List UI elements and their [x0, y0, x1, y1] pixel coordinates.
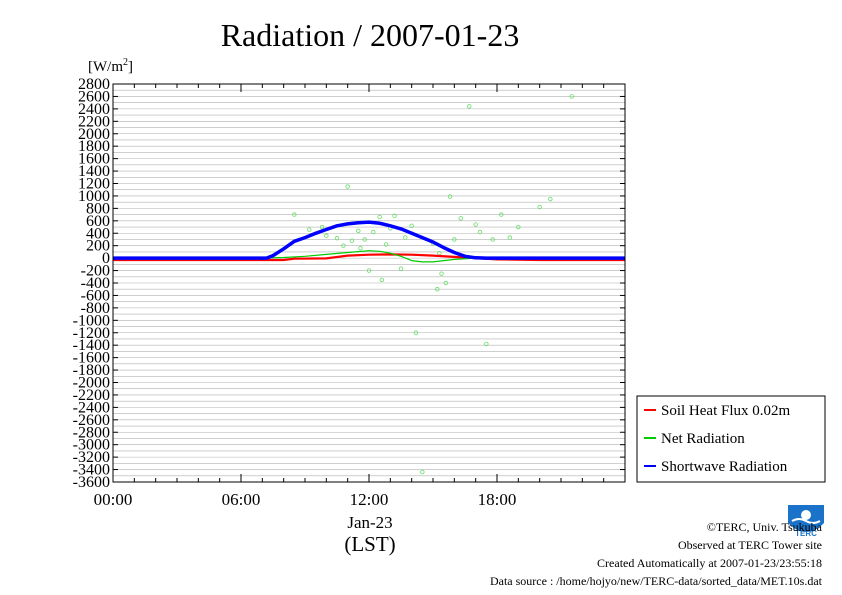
net-radiation-point [548, 196, 553, 202]
y-tick-label: -2400 [73, 399, 110, 416]
net-radiation-point [377, 214, 382, 220]
net-radiation-point [477, 229, 483, 235]
net-radiation-point [356, 228, 361, 233]
net-radiation-point [473, 222, 478, 227]
y-tick-label: -2600 [73, 412, 110, 429]
y-tick-label: 2000 [78, 126, 110, 143]
x-tick-label: 12:00 [350, 490, 389, 509]
y-tick-label: -3000 [73, 437, 110, 454]
y-tick-label: 1800 [78, 138, 110, 155]
net-radiation-point [490, 237, 495, 242]
series-layer [113, 94, 625, 475]
legend-entry-label: Shortwave Radiation [661, 459, 788, 475]
terc-logo: TERC [786, 503, 826, 539]
y-tick-label: 0 [102, 250, 110, 267]
y-tick-label: -800 [81, 300, 110, 317]
legend-entry-label: Soil Heat Flux 0.02m [661, 403, 791, 419]
legend-box [636, 395, 826, 483]
y-tick-label: -3200 [73, 449, 110, 466]
x-tick-label: 06:00 [222, 490, 261, 509]
y-tick-label: 1200 [78, 176, 110, 193]
observed-text: Observed at TERC Tower site [677, 538, 822, 552]
y-tick-label: -1600 [73, 350, 110, 367]
net-radiation-point [435, 287, 440, 292]
created-text: Created Automatically at 2007-01-23/23:5… [597, 556, 822, 570]
net-radiation-point [499, 212, 504, 217]
y-tick-label: 2800 [78, 76, 110, 93]
net-radiation-point [484, 341, 489, 347]
net-radiation-point [452, 237, 457, 242]
net-radiation-point [467, 104, 472, 109]
grid-lines [113, 83, 625, 483]
y-tick-label: -2800 [73, 424, 110, 441]
x-axis-date-label: Jan-23 [347, 513, 392, 532]
net-radiation-point [458, 216, 463, 221]
y-tick-label: -1200 [73, 325, 110, 342]
net-radiation-point [341, 243, 346, 248]
net-radiation-point [398, 266, 404, 271]
y-tick-label: 2400 [78, 101, 110, 118]
y-tick-label: -600 [81, 287, 110, 304]
net-radiation-point [383, 242, 389, 247]
net-radiation-point [362, 237, 367, 242]
net-radiation-point [447, 194, 453, 199]
y-tick-label: -1000 [73, 312, 110, 329]
net-radiation-point [379, 277, 384, 283]
y-tick-label: 600 [86, 213, 110, 230]
y-axis-ticks: 2800260024002200200018001600140012001000… [73, 76, 625, 491]
y-tick-label: -1800 [73, 362, 110, 379]
y-tick-label: 1400 [78, 163, 110, 180]
legend: Soil Heat Flux 0.02m Net Radiation Shortwa… [636, 395, 826, 483]
net-radiation-point [439, 271, 444, 276]
net-radiation-point [516, 224, 521, 230]
y-tick-label: 200 [86, 238, 110, 255]
y-tick-label: -2200 [73, 387, 110, 404]
y-tick-label: 800 [86, 200, 110, 217]
x-tick-label: 18:00 [478, 490, 517, 509]
y-tick-label: 2600 [78, 88, 110, 105]
y-tick-label: 1600 [78, 151, 110, 168]
x-axis-tz-label: (LST) [344, 532, 395, 556]
net-radiation-point [507, 235, 512, 240]
legend-entry-label: Net Radiation [661, 431, 745, 447]
net-radiation-point [403, 235, 408, 240]
net-radiation-point [358, 245, 363, 251]
chart-title: Radiation / 2007-01-23 [221, 17, 520, 53]
net-radiation-point [319, 224, 325, 230]
svg-text:TERC: TERC [795, 529, 817, 538]
net-radiation-point [537, 204, 542, 210]
net-radiation-point [392, 213, 397, 219]
y-tick-label: -1400 [73, 337, 110, 354]
y-tick-label: -2000 [73, 375, 110, 392]
y-tick-label: 1000 [78, 188, 110, 205]
y-axis-unit-label: [W/m2] [88, 57, 133, 75]
net-radiation-point [334, 236, 340, 241]
plot-frame [112, 83, 626, 483]
y-tick-label: -3400 [73, 462, 110, 479]
x-axis-ticks: 00:00 06:00 12:00 18:00 [94, 84, 626, 509]
net-radiation-point [307, 227, 312, 232]
shortwave-radiation-line [113, 220, 625, 260]
y-tick-label: -400 [81, 275, 110, 292]
net-radiation-point [443, 280, 448, 286]
net-radiation-point [345, 184, 350, 189]
y-tick-label: 2200 [78, 113, 110, 130]
source-text: Data source : /home/hojyo/new/TERC-data/… [489, 574, 822, 588]
net-radiation-point [349, 238, 355, 243]
net-radiation-point [409, 223, 414, 228]
net-radiation-point [569, 94, 574, 99]
net-radiation-point [371, 229, 376, 235]
y-tick-label: -3600 [73, 474, 110, 491]
y-tick-label: -200 [81, 263, 110, 280]
net-radiation-point [413, 330, 419, 335]
net-radiation-point [324, 233, 329, 238]
y-tick-label: 400 [86, 225, 110, 242]
net-radiation-point [366, 268, 372, 273]
x-tick-label: 00:00 [94, 490, 133, 509]
copyright-text: ©TERC, Univ. Tsukuba [706, 520, 822, 534]
net-radiation-point [420, 469, 425, 475]
net-radiation-point [292, 212, 297, 217]
